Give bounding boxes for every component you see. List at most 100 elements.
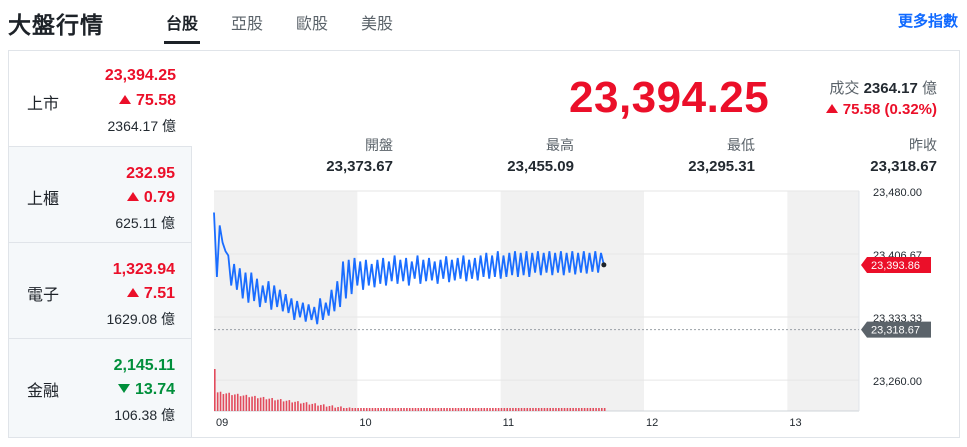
tab-asia[interactable]: 亞股 (231, 16, 264, 33)
volume-bar (222, 394, 225, 411)
volume-bar (363, 408, 365, 411)
volume-bar (228, 392, 230, 411)
volume-bar (343, 408, 345, 411)
volume-bar (563, 408, 566, 411)
volume-bar (345, 408, 348, 411)
turnover-value: 2364.17 (863, 80, 918, 97)
volume-bar (374, 408, 377, 411)
current-value-tag: 23,393.86 (871, 260, 920, 272)
volume-bar (400, 408, 402, 411)
sidebar-item-electronics[interactable]: 電子 1,323.94 7.51 1629.08 億 (9, 243, 192, 339)
volume-bar (589, 408, 592, 411)
sidebar-item-price: 1,323.94 (112, 261, 175, 278)
stat-label: 開盤 (365, 137, 393, 153)
volume-bar (472, 408, 474, 411)
volume-bar (517, 408, 520, 411)
volume-bar (265, 399, 268, 411)
sidebar-item-volume: 2364.17 億 (107, 118, 177, 134)
volume-bar (535, 408, 537, 411)
header: 大盤行情 台股 亞股 歐股 美股 更多指數 (0, 0, 967, 48)
x-tick-label: 12 (646, 417, 658, 429)
volume-bar (592, 408, 594, 411)
tab-europe[interactable]: 歐股 (296, 16, 329, 33)
volume-bar (598, 408, 600, 411)
volume-bar (469, 408, 471, 411)
volume-bar (463, 408, 465, 411)
volume-bar (520, 408, 523, 411)
volume-bar (483, 408, 486, 411)
volume-bar (380, 408, 382, 411)
volume-bar (431, 408, 434, 411)
page-title: 大盤行情 (8, 12, 104, 38)
volume-bar (523, 408, 526, 411)
stat-prev-close: 昨收 23,318.67 (870, 135, 937, 175)
sidebar-item-change: 13.74 (117, 381, 175, 399)
volume-bar (360, 408, 362, 411)
volume-bar (532, 408, 534, 411)
sidebar-item-change: 7.51 (126, 285, 175, 303)
sidebar-item-finance[interactable]: 金融 2,145.11 13.74 106.38 億 (9, 339, 192, 437)
volume-bar (248, 397, 250, 411)
turnover-unit: 億 (921, 80, 937, 97)
volume-bar (251, 396, 253, 411)
volume-bar (540, 408, 543, 411)
price-line (213, 212, 605, 325)
volume-bar (403, 408, 405, 411)
tab-taiwan[interactable]: 台股 (164, 8, 201, 44)
volume-bar (529, 408, 531, 411)
x-tick-label: 11 (503, 417, 514, 429)
stat-value: 23,373.67 (326, 158, 393, 175)
volume-bar (474, 408, 477, 411)
volume-bar (595, 408, 597, 411)
triangle-up-icon (126, 288, 139, 297)
volume-bar (214, 369, 216, 411)
volume-bar (526, 408, 529, 411)
stat-low: 最低 23,295.31 (688, 135, 755, 175)
volume-bar (406, 408, 408, 411)
volume-bar (271, 398, 273, 411)
volume-bar (300, 403, 302, 411)
volume-bar (325, 406, 328, 411)
volume-bar (489, 408, 491, 411)
volume-bar (477, 408, 480, 411)
volume-bar (580, 408, 583, 411)
volume-bar (239, 396, 242, 411)
volume-bar (308, 404, 311, 411)
volume-bar (440, 408, 443, 411)
hour-band (787, 191, 859, 411)
tab-us[interactable]: 美股 (361, 16, 394, 33)
sidebar-item-name: 上市 (27, 96, 60, 113)
volume-bar (449, 408, 451, 411)
market-tabs: 台股 亞股 歐股 美股 (164, 8, 424, 44)
volume-bar (225, 393, 228, 411)
sidebar-item-volume: 106.38 億 (114, 407, 175, 423)
volume-bar (437, 408, 440, 411)
volume-bar (429, 408, 431, 411)
volume-bar (331, 405, 334, 411)
sidebar-item-otc[interactable]: 上櫃 232.95 0.79 625.11 億 (9, 147, 192, 243)
triangle-up-icon (825, 104, 838, 113)
volume-bar (420, 408, 422, 411)
volume-bar (494, 408, 497, 411)
volume-bar (569, 408, 572, 411)
volume-bar (277, 399, 279, 411)
volume-bar (560, 408, 563, 411)
volume-bar (578, 408, 580, 411)
volume-bar (515, 408, 517, 411)
y-tick-label: 23,260.00 (873, 376, 922, 388)
x-tick-label: 09 (216, 417, 228, 429)
volume-bar (414, 408, 417, 411)
index-price: 23,394.25 (569, 73, 770, 122)
volume-bar (320, 404, 322, 411)
volume-bar (279, 399, 282, 411)
more-indices-link[interactable]: 更多指數 (897, 13, 958, 30)
sidebar-item-price: 23,394.25 (104, 67, 176, 84)
volume-bar (236, 393, 239, 411)
volume-bar (262, 396, 265, 411)
volume-bar (497, 408, 500, 411)
volume-bar (391, 408, 394, 411)
stat-high: 最高 23,455.09 (507, 135, 574, 175)
index-sidebar: 上市 23,394.25 75.58 2364.17 億 上櫃 232.95 0… (9, 51, 192, 437)
sidebar-item-twse[interactable]: 上市 23,394.25 75.58 2364.17 億 (9, 51, 192, 147)
